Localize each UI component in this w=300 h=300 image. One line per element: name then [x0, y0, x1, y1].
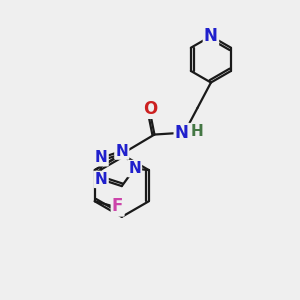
Text: N: N [95, 172, 108, 187]
Text: N: N [175, 124, 189, 142]
Text: N: N [116, 144, 128, 159]
Text: N: N [128, 161, 141, 176]
Text: F: F [112, 197, 123, 215]
Text: N: N [204, 27, 218, 45]
Text: H: H [190, 124, 203, 139]
Text: O: O [143, 100, 157, 118]
Text: N: N [95, 150, 108, 165]
